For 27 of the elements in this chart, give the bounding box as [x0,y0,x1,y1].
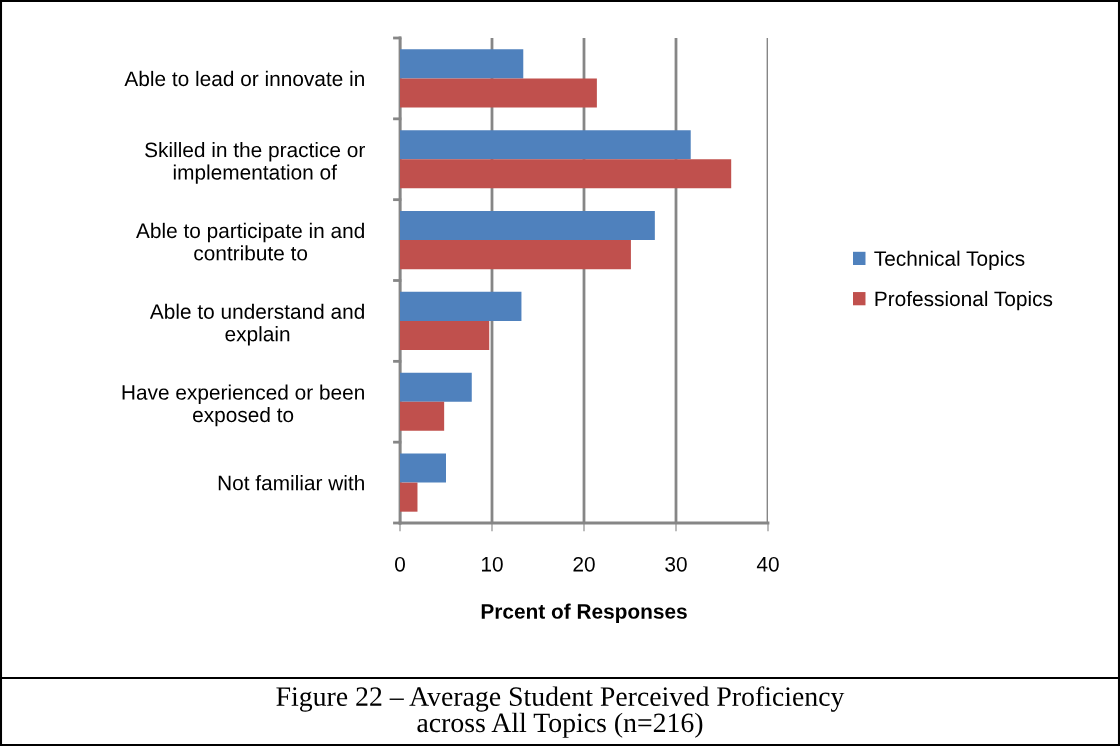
x-tick-label: 20 [573,556,595,572]
x-tick-label: 30 [665,556,687,572]
x-tick-label: 40 [756,556,779,572]
y-tick-label: Not familiar with [218,475,364,491]
y-tick-label: Have experienced or been exposed to [122,384,364,427]
bar [400,240,631,270]
bar [400,372,472,402]
caption: Figure 22 – Average Student Perceived Proficiency across All Topics (n=216) [276,686,845,738]
bar [400,78,597,108]
bar [400,49,524,79]
x-axis-title: Prcent of Responses [481,603,687,623]
y-tick-label: Skilled in the practice or implementation of [145,141,365,184]
y-tick-label: Able to participate in and contribute to [136,222,364,261]
y-tick-label: Able to understand and explain [149,303,364,346]
bar [400,401,445,431]
x-tick-label: 0 [395,556,405,572]
bar [400,159,732,189]
x-tick-label: 10 [482,556,503,572]
bar [400,482,418,512]
bar [400,210,655,241]
bar [400,453,446,483]
bar [400,130,691,160]
y-tick-label: Able to lead or innovate in [124,70,364,87]
legend-label: Professional Topics [875,290,1053,311]
legend-label: Technical Topics [874,250,1025,271]
bar [400,320,490,351]
bar [400,291,522,321]
